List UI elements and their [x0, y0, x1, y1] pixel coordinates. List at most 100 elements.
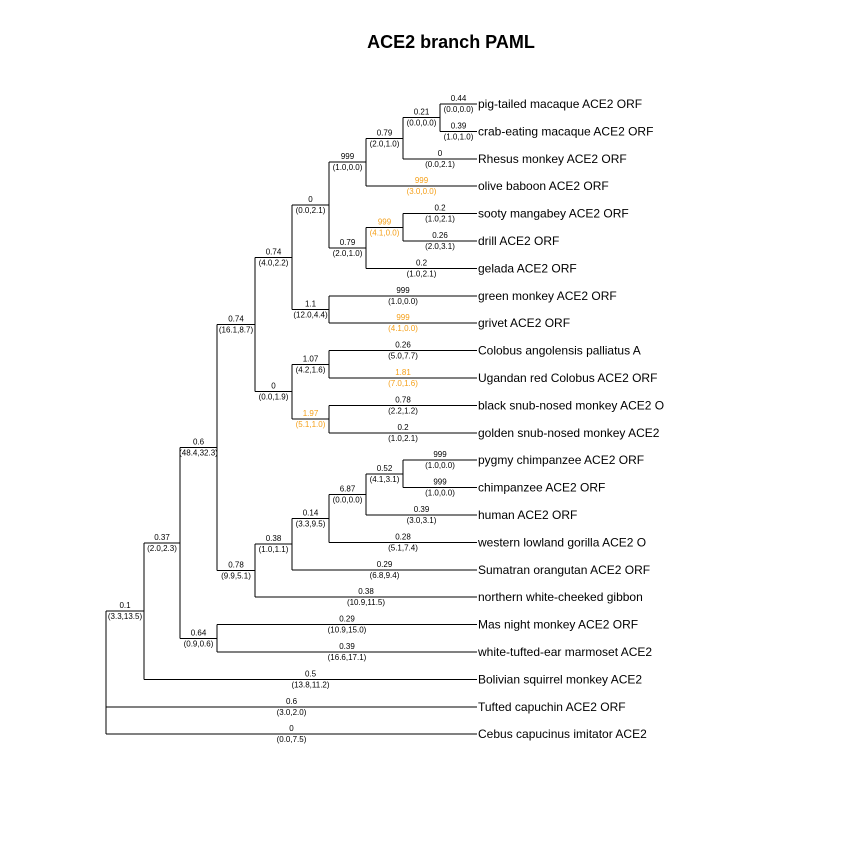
omega-label-papionini: 0	[308, 195, 313, 204]
tip-label-pygmy-chimpanzee-ace2-orf: pygmy chimpanzee ACE2 ORF	[478, 453, 644, 467]
substitution-label-ugandan-red-colobus-ace2-orf: (7.0,1.6)	[388, 379, 418, 388]
substitution-label-mas-night-monkey-ace2-orf: (10.9,15.0)	[328, 626, 367, 635]
substitution-label-pig-tailed-macaque-ace2-orf: (0.0,0.0)	[444, 105, 474, 114]
tip-label-human-ace2-orf: human ACE2 ORF	[478, 508, 577, 522]
omega-label-rhinopithecus: 1.97	[303, 409, 319, 418]
tip-label-gelada-ace2-orf: gelada ACE2 ORF	[478, 261, 577, 275]
omega-label-inner-c: 0.6	[193, 438, 205, 447]
omega-label-bolivian-squirrel-monkey-ace2: 0.5	[305, 669, 317, 678]
omega-label-chimpanzee-ace2-orf: 999	[433, 478, 447, 487]
tip-label-colobus-angolensis-palliatus-a: Colobus angolensis palliatus A	[478, 344, 641, 358]
substitution-label-inner-a: (3.3,13.5)	[108, 612, 143, 621]
substitution-label-chimpanzee-ace2-orf: (1.0,0.0)	[425, 489, 455, 498]
tip-label-crab-eating-macaque-ace2-orf: crab-eating macaque ACE2 ORF	[478, 124, 653, 138]
omega-label-hominidae: 0.38	[266, 534, 282, 543]
tip-label-black-snub-nosed-monkey-ace2-o: black snub-nosed monkey ACE2 O	[478, 398, 664, 412]
substitution-label-cebus-capucinus-imitator-ace2: (0.0,7.5)	[277, 735, 307, 744]
tip-label-sooty-mangabey-ace2-orf: sooty mangabey ACE2 ORF	[478, 207, 629, 221]
tip-label-chimpanzee-ace2-orf: chimpanzee ACE2 ORF	[478, 481, 605, 495]
omega-label-drill-ace2-orf: 0.26	[432, 231, 448, 240]
substitution-label-gelada-ace2-orf: (1.0,2.1)	[407, 269, 437, 278]
substitution-label-olive-baboon-ace2-orf: (3.0,0.0)	[407, 187, 437, 196]
omega-label-inner-a: 0.1	[119, 601, 131, 610]
omega-label-mas-night-monkey-ace2-orf: 0.29	[339, 615, 355, 624]
substitution-label-colobus-angolensis-palliatus-a: (5.0,7.7)	[388, 352, 418, 361]
omega-label-sumatran-orangutan-ace2-orf: 0.29	[377, 560, 393, 569]
substitution-label-inner-c: (48.4,32.3)	[179, 449, 218, 458]
omega-label-hominini: 6.87	[340, 484, 356, 493]
substitution-label-papionini: (0.0,2.1)	[296, 206, 326, 215]
omega-label-white-tufted-ear-marmoset-ace2: 0.39	[339, 642, 355, 651]
substitution-label-macaca: (2.0,1.0)	[370, 139, 400, 148]
substitution-label-black-snub-nosed-monkey-ace2-o: (2.2,1.2)	[388, 406, 418, 415]
tree-edges	[105, 103, 477, 735]
substitution-label-hominini: (0.0,0.0)	[333, 495, 363, 504]
tip-label-cebus-capucinus-imitator-ace2: Cebus capucinus imitator ACE2	[478, 727, 647, 741]
omega-label-mangabey-drill-gelada: 0.79	[340, 238, 356, 247]
omega-label-hominoidea: 0.78	[228, 561, 244, 570]
substitution-label-crab-eating-macaque-ace2-orf: (1.0,1.0)	[444, 132, 474, 141]
substitution-label-pygmy-chimpanzee-ace2-orf: (1.0,0.0)	[425, 461, 455, 470]
tip-label-tufted-capuchin-ace2-orf: Tufted capuchin ACE2 ORF	[478, 700, 626, 714]
substitution-label-callitrichidae-aotidae: (0.9,0.6)	[184, 639, 214, 648]
tip-label-mas-night-monkey-ace2-orf: Mas night monkey ACE2 ORF	[478, 618, 638, 632]
omega-label-pan: 0.52	[377, 464, 393, 473]
omega-label-colobinae: 0	[271, 382, 276, 391]
substitution-label-northern-white-cheeked-gibbon: (10.9,11.5)	[347, 598, 385, 607]
omega-label-western-lowland-gorilla-ace2-o: 0.28	[395, 532, 411, 541]
omega-label-tufted-capuchin-ace2-orf: 0.6	[286, 697, 298, 706]
tip-label-northern-white-cheeked-gibbon: northern white-cheeked gibbon	[478, 590, 643, 604]
omega-label-northern-white-cheeked-gibbon: 0.38	[358, 587, 374, 596]
tip-label-golden-snub-nosed-monkey-ace2: golden snub-nosed monkey ACE2	[478, 426, 660, 440]
omega-label-ugandan-red-colobus-ace2-orf: 1.81	[395, 368, 411, 377]
substitution-label-hominoidea: (9.9,5.1)	[221, 572, 251, 581]
substitution-label-rhinopithecus: (5.1,1.0)	[296, 420, 326, 429]
tip-label-rhesus-monkey-ace2-orf: Rhesus monkey ACE2 ORF	[478, 152, 627, 166]
omega-label-green-monkey-ace2-orf: 999	[396, 286, 410, 295]
omega-label-papionini-cercopithecini: 0.74	[266, 247, 282, 256]
substitution-label-homininae: (3.3,9.5)	[296, 519, 326, 528]
omega-label-colobus-angolensis-palliatus-a: 0.26	[395, 341, 411, 350]
substitution-label-colobinae: (0.0,1.9)	[259, 393, 289, 402]
tree-labels: 0.1 (3.3,13.5) 0.37 (2.0,2.3) 0.6 (48.4,32.3)…	[108, 94, 664, 744]
tip-label-green-monkey-ace2-orf: green monkey ACE2 ORF	[478, 289, 617, 303]
omega-label-old-world-monkeys: 0.74	[228, 314, 244, 323]
substitution-label-hominidae: (1.0,1.1)	[259, 545, 289, 554]
substitution-label-western-lowland-gorilla-ace2-o: (5.1,7.4)	[388, 543, 418, 552]
substitution-label-mangabey-drill-gelada: (2.0,1.0)	[333, 249, 363, 258]
substitution-label-mangabey-drill: (4.1,0.0)	[370, 228, 400, 237]
substitution-label-sumatran-orangutan-ace2-orf: (6.8,9.4)	[370, 571, 400, 580]
omega-label-crab-eating-macaque-ace2-orf: 0.39	[451, 121, 467, 130]
omega-label-callitrichidae-aotidae: 0.64	[191, 628, 207, 637]
omega-label-golden-snub-nosed-monkey-ace2: 0.2	[397, 423, 409, 432]
omega-label-macaca-papio: 999	[341, 152, 355, 161]
omega-label-inner-b: 0.37	[154, 533, 170, 542]
substitution-label-pan: (4.1,3.1)	[370, 475, 400, 484]
tip-label-bolivian-squirrel-monkey-ace2: Bolivian squirrel monkey ACE2	[478, 672, 642, 686]
omega-label-macaca: 0.79	[377, 128, 393, 137]
tip-label-olive-baboon-ace2-orf: olive baboon ACE2 ORF	[478, 179, 609, 193]
omega-label-human-ace2-orf: 0.39	[414, 505, 430, 514]
omega-label-pig-tailed-macaque-ace2-orf: 0.44	[451, 94, 467, 103]
substitution-label-bolivian-squirrel-monkey-ace2: (13.8,11.2)	[291, 680, 329, 689]
tip-label-pig-tailed-macaque-ace2-orf: pig-tailed macaque ACE2 ORF	[478, 97, 642, 111]
tip-label-grivet-ace2-orf: grivet ACE2 ORF	[478, 316, 570, 330]
omega-label-grivet-ace2-orf: 999	[396, 313, 410, 322]
substitution-label-sooty-mangabey-ace2-orf: (1.0,2.1)	[425, 215, 455, 224]
omega-label-pygmy-chimpanzee-ace2-orf: 999	[433, 450, 447, 459]
substitution-label-chlorocebus: (12.0,4.4)	[293, 311, 328, 320]
substitution-label-grivet-ace2-orf: (4.1,0.0)	[388, 324, 418, 333]
tip-label-ugandan-red-colobus-ace2-orf: Ugandan red Colobus ACE2 ORF	[478, 371, 657, 385]
tip-label-drill-ace2-orf: drill ACE2 ORF	[478, 234, 559, 248]
substitution-label-inner-b: (2.0,2.3)	[147, 544, 177, 553]
substitution-label-macaca-papio: (1.0,0.0)	[333, 163, 363, 172]
omega-label-cebus-capucinus-imitator-ace2: 0	[289, 724, 294, 733]
substitution-label-colobus: (4.2,1.6)	[296, 365, 326, 374]
substitution-label-rhesus-monkey-ace2-orf: (0.0,2.1)	[425, 160, 455, 169]
tip-label-sumatran-orangutan-ace2-orf: Sumatran orangutan ACE2 ORF	[478, 563, 650, 577]
tip-label-western-lowland-gorilla-ace2-o: western lowland gorilla ACE2 O	[477, 535, 646, 549]
substitution-label-macaca-pair: (0.0,0.0)	[407, 119, 437, 128]
omega-label-gelada-ace2-orf: 0.2	[416, 258, 428, 267]
omega-label-sooty-mangabey-ace2-orf: 0.2	[434, 204, 446, 213]
